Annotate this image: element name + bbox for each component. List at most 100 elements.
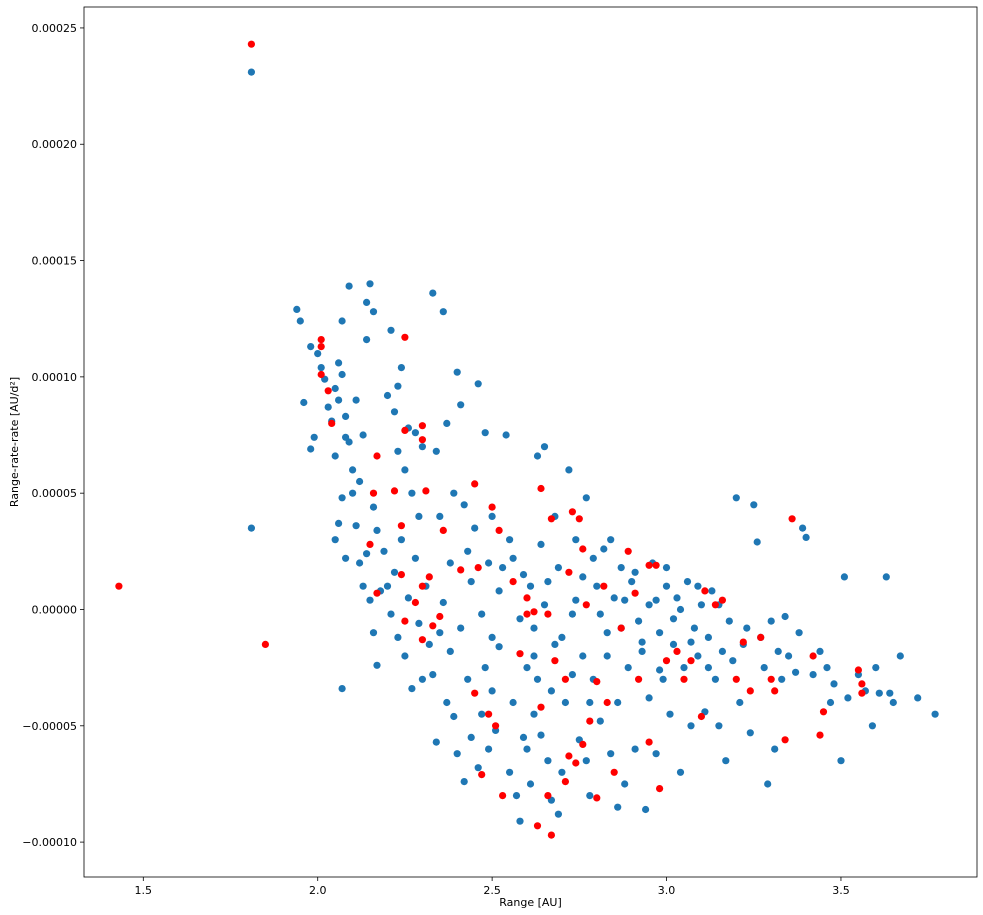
scatter-point bbox=[394, 633, 402, 642]
scatter-point bbox=[826, 698, 835, 707]
scatter-point bbox=[363, 336, 371, 344]
scatter-point bbox=[638, 638, 646, 646]
y-tick-label: 0.00025 bbox=[32, 22, 78, 35]
scatter-point bbox=[387, 326, 395, 334]
scatter-point bbox=[788, 515, 796, 523]
scatter-point bbox=[401, 617, 409, 625]
scatter-point bbox=[537, 540, 545, 549]
scatter-point bbox=[565, 752, 573, 760]
scatter-point bbox=[338, 685, 346, 693]
scatter-point bbox=[617, 564, 625, 572]
scatter-point bbox=[328, 419, 336, 427]
scatter-point bbox=[732, 675, 740, 683]
scatter-point bbox=[558, 633, 566, 642]
scatter-point bbox=[369, 503, 378, 511]
scatter-point bbox=[554, 564, 563, 572]
scatter-point bbox=[666, 710, 674, 718]
scatter-point bbox=[586, 698, 594, 707]
scatter-point bbox=[715, 722, 723, 730]
scatter-point bbox=[854, 666, 863, 674]
scatter-point bbox=[914, 694, 922, 702]
scatter-point bbox=[540, 443, 549, 451]
scatter-point bbox=[519, 571, 528, 579]
scatter-point bbox=[561, 778, 570, 786]
scatter-point bbox=[516, 615, 524, 623]
scatter-point bbox=[711, 675, 720, 683]
scatter-point bbox=[478, 771, 486, 779]
scatter-point bbox=[401, 652, 409, 660]
scatter-point bbox=[506, 768, 514, 776]
scatter-point bbox=[558, 768, 566, 776]
scatter-point bbox=[544, 610, 552, 618]
scatter-point bbox=[760, 664, 768, 672]
scatter-point bbox=[764, 780, 772, 788]
scatter-point bbox=[607, 750, 615, 758]
scatter-point bbox=[708, 587, 716, 595]
scatter-point bbox=[390, 487, 399, 495]
scatter-point bbox=[547, 515, 556, 523]
scatter-point bbox=[317, 364, 325, 372]
scatter-point bbox=[331, 384, 339, 393]
scatter-point bbox=[492, 722, 500, 730]
scatter-point bbox=[694, 582, 702, 590]
scatter-point bbox=[488, 512, 496, 521]
scatter-point bbox=[603, 652, 611, 660]
scatter-point bbox=[383, 582, 392, 590]
scatter-point bbox=[656, 629, 664, 637]
scatter-point bbox=[669, 615, 678, 623]
scatter-point bbox=[778, 675, 786, 683]
scatter-point bbox=[411, 598, 419, 607]
scatter-point bbox=[509, 578, 517, 586]
scatter-point bbox=[579, 652, 587, 660]
scatter-point bbox=[331, 536, 339, 544]
scatter-point bbox=[673, 647, 681, 656]
scatter-point bbox=[645, 561, 653, 569]
scatter-point bbox=[460, 501, 468, 509]
scatter-point bbox=[349, 466, 357, 474]
scatter-point bbox=[457, 624, 465, 632]
scatter-point bbox=[523, 610, 531, 618]
scatter-point bbox=[450, 489, 458, 497]
scatter-point bbox=[457, 566, 465, 574]
scatter-point bbox=[523, 594, 531, 602]
scatter-point bbox=[792, 668, 800, 676]
scatter-point bbox=[617, 624, 625, 632]
scatter-point bbox=[443, 698, 451, 707]
scatter-point bbox=[809, 652, 817, 660]
scatter-point bbox=[572, 536, 580, 544]
scatter-point bbox=[603, 629, 611, 637]
scatter-point bbox=[544, 792, 552, 800]
scatter-point bbox=[687, 657, 695, 665]
scatter-point bbox=[544, 578, 552, 586]
scatter-point bbox=[551, 657, 559, 665]
scatter-point bbox=[771, 745, 779, 753]
scatter-point bbox=[767, 617, 775, 625]
scatter-point bbox=[662, 582, 671, 590]
x-tick-label: 3.5 bbox=[832, 884, 850, 897]
scatter-point bbox=[872, 664, 880, 672]
scatter-point bbox=[659, 675, 667, 683]
scatter-point bbox=[397, 536, 405, 544]
scatter-point bbox=[495, 643, 503, 651]
scatter-point bbox=[296, 317, 304, 325]
scatter-point bbox=[816, 731, 824, 739]
scatter-point bbox=[785, 652, 793, 660]
scatter-point bbox=[687, 638, 695, 646]
scatter-point bbox=[478, 710, 486, 718]
scatter-point bbox=[509, 698, 517, 707]
scatter-point bbox=[502, 431, 510, 439]
scatter-point bbox=[526, 780, 535, 788]
scatter-point bbox=[418, 582, 426, 590]
scatter-point bbox=[408, 685, 416, 693]
scatter-point bbox=[519, 733, 528, 742]
scatter-point bbox=[415, 512, 423, 521]
scatter-point bbox=[687, 722, 695, 730]
scatter-point bbox=[572, 759, 580, 767]
scatter-point bbox=[533, 452, 542, 460]
scatter-point bbox=[725, 617, 733, 625]
scatter-point bbox=[554, 810, 563, 818]
scatter-point bbox=[436, 629, 444, 637]
scatter-point bbox=[352, 522, 360, 530]
scatter-point bbox=[387, 610, 395, 618]
scatter-point bbox=[676, 768, 685, 776]
